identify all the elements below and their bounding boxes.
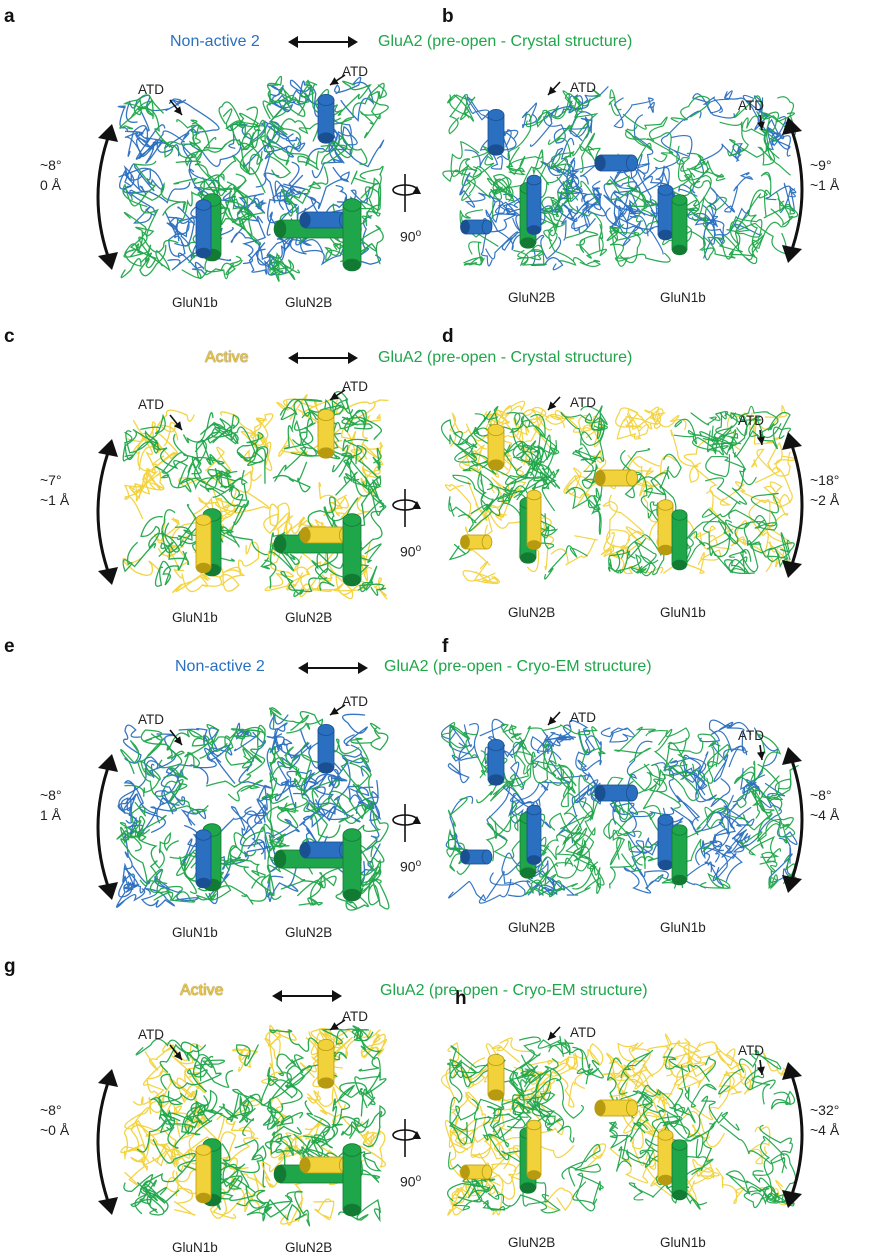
subunit-label-right-2: GluN1b: [660, 920, 706, 935]
rotation-label: 90o: [400, 228, 422, 245]
header-left: Non-active 2: [175, 658, 265, 675]
panel-letter-b: b: [442, 6, 454, 27]
right-rotation-angle: ~8°: [810, 787, 832, 803]
panel-letter-c: c: [4, 326, 15, 347]
left-rotation-angle: ~8°: [40, 1102, 62, 1118]
atd-label: ATD: [342, 694, 368, 709]
header-right: GluA2 (pre-open - Crystal structure): [378, 349, 633, 366]
atd-label: ATD: [570, 710, 596, 725]
atd-label: ATD: [738, 728, 764, 743]
right-translation: ~4 Å: [810, 807, 840, 823]
atd-label: ATD: [138, 82, 164, 97]
subunit-label-right-1: GluN2B: [508, 920, 556, 935]
subunit-label-left-1: GluN1b: [172, 610, 218, 625]
subunit-label-left-2: GluN2B: [285, 295, 333, 310]
atd-label: ATD: [738, 98, 764, 113]
right-rotation-angle: ~9°: [810, 157, 832, 173]
subunit-label-left-1: GluN1b: [172, 925, 218, 940]
subunit-label-right-2: GluN1b: [660, 290, 706, 305]
header-right: GluA2 (pre-open - Crystal structure): [378, 33, 633, 50]
right-rotation-angle: ~32°: [810, 1102, 840, 1118]
header-left: Active: [180, 982, 224, 999]
subunit-label-left-1: GluN1b: [172, 295, 218, 310]
right-translation: ~2 Å: [810, 492, 840, 508]
panel-letter-f: f: [442, 636, 449, 657]
left-translation: ~1 Å: [40, 492, 70, 508]
subunit-label-left-2: GluN2B: [285, 925, 333, 940]
left-translation: 1 Å: [40, 807, 62, 823]
rotation-label: 90o: [400, 858, 422, 875]
structure-overlay: [96, 389, 804, 600]
atd-label: ATD: [138, 1027, 164, 1042]
header-right: GluA2 (pre-open - Cryo-EM structure): [380, 982, 648, 999]
double-arrow-icon: [288, 352, 358, 364]
structure-overlay: [96, 704, 804, 911]
atd-label: ATD: [570, 1025, 596, 1040]
panel-letter-g: g: [4, 956, 16, 977]
atd-label: ATD: [138, 712, 164, 727]
header-right: GluA2 (pre-open - Cryo-EM structure): [384, 658, 652, 675]
panel-letter-h: h: [455, 988, 467, 1009]
structure-overlay: [96, 74, 804, 282]
atd-label: ATD: [738, 413, 764, 428]
left-translation: ~0 Å: [40, 1122, 70, 1138]
subunit-label-right-1: GluN2B: [508, 290, 556, 305]
atd-label: ATD: [738, 1043, 764, 1058]
subunit-label-right-2: GluN1b: [660, 605, 706, 620]
atd-label: ATD: [342, 1009, 368, 1024]
right-translation: ~4 Å: [810, 1122, 840, 1138]
left-rotation-angle: ~8°: [40, 787, 62, 803]
atd-label: ATD: [570, 80, 596, 95]
rotation-label: 90o: [400, 1173, 422, 1190]
structure-overlay: [96, 1019, 804, 1227]
double-arrow-icon: [272, 990, 342, 1002]
left-rotation-angle: ~8°: [40, 157, 62, 173]
figure-row-cd: c d Active GluA2 (pre-open - Crystal str…: [0, 0, 885, 366]
header-left: Non-active 2: [170, 33, 260, 50]
figure-row-ef: e f Non-active 2 GluA2 (pre-open - Cryo-…: [0, 0, 885, 675]
subunit-label-left-2: GluN2B: [285, 1240, 333, 1255]
figure-row-gh: g h Active GluA2 (pre-open - Cryo-EM str…: [0, 0, 885, 1009]
left-rotation-angle: ~7°: [40, 472, 62, 488]
double-arrow-icon: [298, 662, 368, 674]
right-translation: ~1 Å: [810, 177, 840, 193]
subunit-label-right-1: GluN2B: [508, 605, 556, 620]
panel-letter-a: a: [4, 6, 15, 27]
left-translation: 0 Å: [40, 177, 62, 193]
panel-letter-d: d: [442, 326, 454, 347]
right-rotation-angle: ~18°: [810, 472, 840, 488]
subunit-label-right-2: GluN1b: [660, 1235, 706, 1250]
atd-label: ATD: [342, 379, 368, 394]
atd-label: ATD: [342, 64, 368, 79]
figure-row-ab: a b Non-active 2 GluA2 (pre-open - Cryst…: [0, 0, 885, 310]
header-left: Active: [205, 349, 249, 366]
atd-label: ATD: [570, 395, 596, 410]
subunit-label-right-1: GluN2B: [508, 1235, 556, 1250]
subunit-label-left-1: GluN1b: [172, 1240, 218, 1255]
double-arrow-icon: [288, 36, 358, 48]
atd-label: ATD: [138, 397, 164, 412]
panel-letter-e: e: [4, 636, 15, 657]
rotation-label: 90o: [400, 543, 422, 560]
subunit-label-left-2: GluN2B: [285, 610, 333, 625]
